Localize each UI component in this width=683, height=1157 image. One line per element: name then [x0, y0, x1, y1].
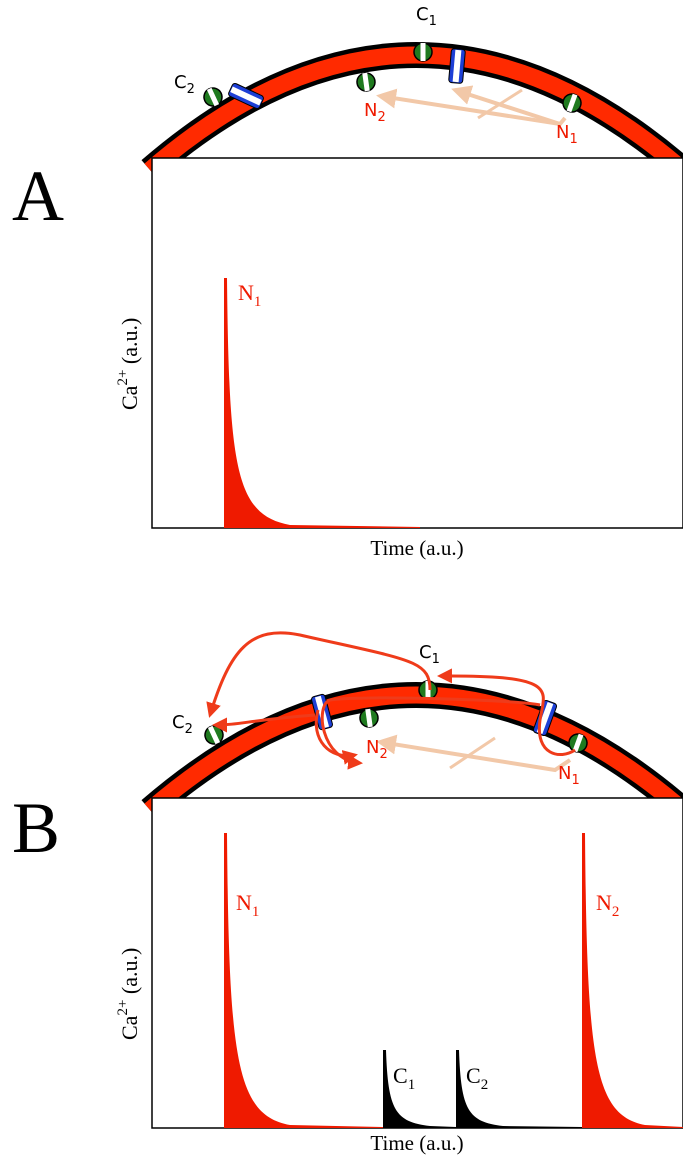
block: [449, 736, 496, 770]
trace-label: C1: [393, 1063, 415, 1093]
trace-label: N1: [236, 890, 259, 920]
trace: [224, 833, 383, 1128]
arrow: [376, 734, 572, 773]
label-sub: 2: [377, 110, 385, 125]
label-base: N: [238, 280, 254, 305]
channel: [418, 680, 438, 700]
label-sub: 2: [481, 1077, 489, 1093]
panel-letter: B: [12, 788, 60, 868]
label-rest: (a.u.): [117, 318, 142, 370]
label: N2: [366, 737, 388, 762]
label-base: C: [466, 1063, 481, 1088]
label-base: C: [416, 4, 429, 25]
label: N1: [558, 763, 580, 788]
panel-a: C2 C1 N2 N1 A N1 Ca2+ (a.u.) Time (a.u.): [12, 4, 683, 560]
channel: [355, 71, 377, 93]
x-axis-label: Time (a.u.): [370, 536, 463, 560]
label-sub: 2: [185, 722, 193, 737]
label-sub: 1: [571, 773, 579, 788]
label-base: Ca: [117, 1015, 142, 1040]
label-base: N: [558, 763, 571, 784]
label-base: N: [364, 100, 377, 121]
y-axis-label: Ca2+ (a.u.): [115, 318, 142, 410]
arrow: [320, 696, 541, 770]
arrow: [376, 88, 567, 127]
arrow: [314, 709, 358, 765]
label-sub: 1: [408, 1077, 416, 1093]
arrow: [437, 668, 576, 756]
membrane-inner: [144, 686, 683, 817]
label-sub: 1: [254, 294, 262, 310]
label-base: N: [236, 890, 252, 915]
label-sub: 1: [429, 14, 437, 29]
trace: [582, 833, 683, 1128]
label: C1: [416, 4, 437, 29]
block: [477, 88, 523, 120]
trace: [383, 1050, 456, 1128]
x-axis-label: Time (a.u.): [370, 1131, 463, 1155]
arrow: [212, 713, 316, 733]
label: N1: [556, 122, 578, 147]
label-sup: 2+: [115, 1000, 131, 1016]
label-base: N: [596, 890, 612, 915]
trace-label: N1: [238, 280, 261, 310]
arrow: [451, 85, 561, 126]
label-sub: 1: [252, 904, 260, 920]
label-sub: 1: [569, 132, 577, 147]
arrow: [206, 631, 432, 718]
trace: [224, 278, 420, 528]
label-rest: (a.u.): [117, 948, 142, 1000]
label: C2: [174, 72, 195, 97]
label-base: C: [174, 72, 187, 93]
label: C2: [172, 712, 193, 737]
label-base: C: [393, 1063, 408, 1088]
trace-label: C2: [466, 1063, 488, 1093]
label-base: C: [172, 712, 185, 733]
panel-letter: A: [12, 156, 64, 236]
plot-box: [151, 157, 683, 529]
trace-label: N2: [596, 890, 619, 920]
label-base: N: [366, 737, 379, 758]
label: N2: [364, 100, 386, 125]
label-sub: 2: [187, 82, 195, 97]
label-sub: 2: [379, 747, 387, 762]
label-sub: 1: [432, 652, 440, 667]
label-sub: 2: [612, 904, 620, 920]
label: C1: [419, 642, 440, 667]
label-base: N: [556, 122, 569, 143]
label-base: C: [419, 642, 432, 663]
channel: [448, 47, 466, 85]
membrane-inner: [144, 46, 683, 177]
y-axis-label: Ca2+ (a.u.): [115, 948, 142, 1040]
panel-b: C2 C1 N2 N1 B N1 C1 C2 N2 Ca2+ (a.u.) Ti…: [12, 631, 683, 1155]
label-base: Ca: [117, 385, 142, 410]
trace: [456, 1050, 582, 1128]
label-sup: 2+: [115, 370, 131, 386]
arrows: [206, 631, 576, 770]
channel: [413, 42, 433, 62]
